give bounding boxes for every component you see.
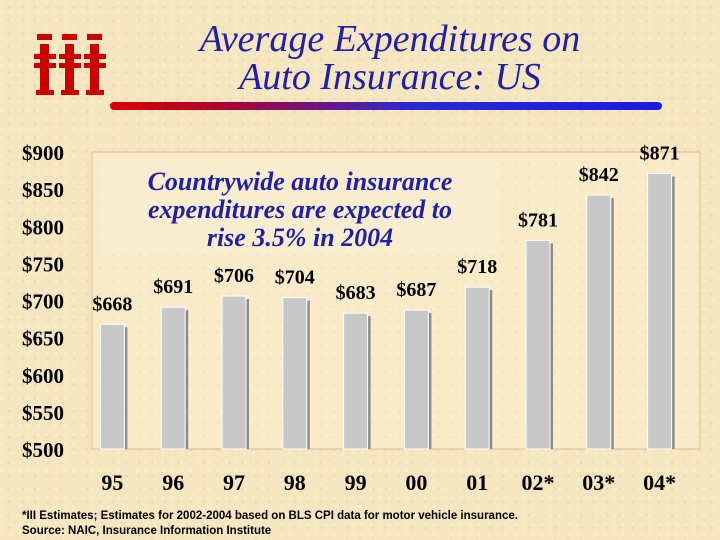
y-tick-label: $750 [22, 252, 64, 276]
annotation-line: expenditures are expected to [148, 195, 452, 224]
bar [99, 323, 125, 450]
bar-value-label: $706 [214, 265, 254, 287]
bar-value-label: $687 [396, 279, 436, 301]
bar-value-label: $691 [153, 276, 193, 298]
y-axis: $500 $550 $600 $650 $700 $750 $800 $850 $900 [22, 141, 64, 462]
x-tick-label: 98 [284, 470, 306, 495]
annotation-line: Countrywide auto insurance [148, 167, 453, 196]
bar [586, 194, 612, 450]
bar-value-label: $668 [92, 293, 132, 315]
bar [525, 239, 551, 450]
x-tick-label: 02* [522, 470, 555, 495]
bar [282, 297, 308, 450]
footnote-source: Source: NAIC, Insurance Information Inst… [22, 525, 272, 537]
bars [99, 173, 675, 450]
bar [403, 309, 429, 450]
y-tick-label: $550 [22, 401, 64, 425]
iii-logo [34, 34, 106, 95]
x-tick-label: 97 [223, 470, 245, 495]
x-tick-label: 95 [101, 470, 123, 495]
x-tick-label: 01 [466, 470, 488, 495]
x-tick-label: 99 [345, 470, 367, 495]
y-tick-label: $800 [22, 215, 64, 239]
bar-value-label: $871 [640, 143, 680, 165]
y-tick-label: $900 [22, 141, 64, 165]
data-labels: $668 $691 $706 $704 $683 $687 $718 $781 $842 $871 [92, 143, 679, 316]
x-tick-label: 00 [405, 470, 427, 495]
title-divider [110, 102, 662, 110]
x-axis: 95 96 97 98 99 00 01 02* 03* 04* [101, 470, 676, 495]
bar [160, 306, 186, 450]
y-tick-label: $650 [22, 327, 64, 351]
bar-value-label: $842 [579, 164, 619, 186]
bar [464, 286, 490, 450]
bar-value-label: $704 [275, 267, 315, 289]
bar-value-label: $683 [336, 282, 376, 304]
footnote-estimates: *III Estimates; Estimates for 2002-2004 … [22, 510, 518, 522]
annotation-background [100, 160, 500, 254]
x-tick-label: 96 [162, 470, 184, 495]
footnote: *III Estimates; Estimates for 2002-2004 … [22, 509, 518, 539]
bar [647, 173, 673, 450]
bar-value-label: $718 [457, 256, 497, 278]
x-tick-label: 03* [582, 470, 615, 495]
x-tick-label: 04* [643, 470, 676, 495]
y-tick-label: $850 [22, 178, 64, 202]
y-tick-label: $700 [22, 290, 64, 314]
title-line-2: Auto Insurance: US [239, 56, 541, 98]
bar [221, 295, 247, 450]
slide-title: Average Expenditures on Auto Insurance: … [120, 20, 660, 96]
bar-value-label: $781 [518, 209, 558, 231]
bar [343, 312, 369, 450]
y-tick-label: $500 [22, 438, 64, 462]
annotation-line: rise 3.5% in 2004 [207, 223, 393, 252]
y-tick-label: $600 [22, 364, 64, 388]
title-line-1: Average Expenditures on [199, 18, 581, 60]
